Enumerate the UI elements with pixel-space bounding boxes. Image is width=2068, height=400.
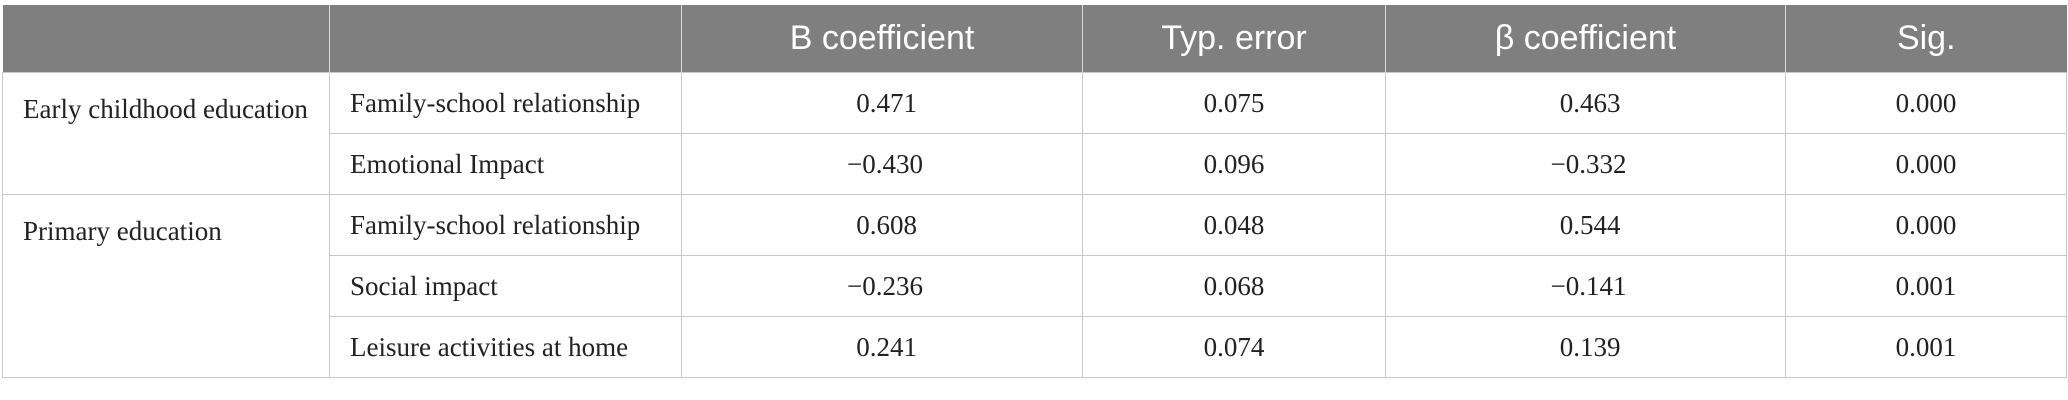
sig-cell: 0.000 <box>1785 72 2067 134</box>
se-cell: 0.048 <box>1082 194 1386 256</box>
header-row: B coefficient Typ. error β coefficient S… <box>2 5 2067 73</box>
beta-cell: −0.141 <box>1385 255 1786 317</box>
beta-cell: 0.463 <box>1385 72 1786 134</box>
b-cell: 0.471 <box>681 72 1083 134</box>
b-cell: 0.241 <box>681 316 1083 378</box>
regression-table: B coefficient Typ. error β coefficient S… <box>2 5 2067 378</box>
variable-cell: Emotional Impact <box>329 133 682 195</box>
variable-cell: Family-school relationship <box>329 72 682 134</box>
group-label: Primary education <box>2 194 330 378</box>
header-b-coefficient: B coefficient <box>681 5 1083 73</box>
se-cell: 0.075 <box>1082 72 1386 134</box>
b-cell: −0.430 <box>681 133 1083 195</box>
table-row: Leisure activities at home 0.241 0.074 0… <box>3 316 2067 378</box>
b-cell: 0.608 <box>681 194 1083 256</box>
beta-cell: 0.139 <box>1385 316 1786 378</box>
group-label: Early childhood education <box>2 72 330 195</box>
b-cell: −0.236 <box>681 255 1083 317</box>
variable-cell: Leisure activities at home <box>329 316 682 378</box>
se-cell: 0.096 <box>1082 133 1386 195</box>
se-cell: 0.074 <box>1082 316 1386 378</box>
beta-cell: −0.332 <box>1385 133 1786 195</box>
variable-cell: Family-school relationship <box>329 194 682 256</box>
table-row: Social impact −0.236 0.068 −0.141 0.001 <box>3 255 2067 317</box>
variable-cell: Social impact <box>329 255 682 317</box>
header-group <box>2 5 330 73</box>
header-beta-coefficient: β coefficient <box>1385 5 1786 73</box>
sig-cell: 0.000 <box>1785 133 2067 195</box>
beta-cell: 0.544 <box>1385 194 1786 256</box>
header-typ-error: Typ. error <box>1082 5 1386 73</box>
sig-cell: 0.001 <box>1785 255 2067 317</box>
header-sig: Sig. <box>1785 5 2067 73</box>
table-row: Primary education Family-school relation… <box>2 194 2067 378</box>
header-variable <box>329 5 682 73</box>
table-row: Early childhood education Family-school … <box>2 72 2067 195</box>
se-cell: 0.068 <box>1082 255 1386 317</box>
sig-cell: 0.000 <box>1785 194 2067 256</box>
sig-cell: 0.001 <box>1785 316 2067 378</box>
